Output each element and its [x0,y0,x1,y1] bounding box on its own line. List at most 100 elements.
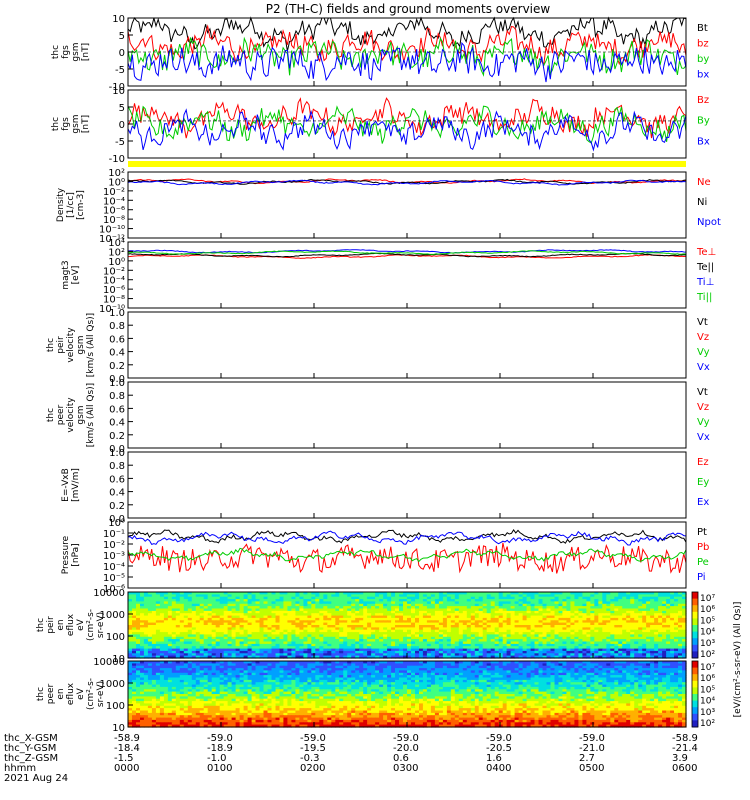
spectrogram-cell [287,622,292,626]
spectrogram-cell [403,601,408,605]
spectrogram-cell [666,606,671,610]
spectrogram-cell [606,627,611,631]
spectrogram-cell [211,636,217,640]
spectrogram-cell [327,603,332,607]
spectrogram-cell [542,632,548,636]
spectrogram-cell [379,596,384,600]
spectrogram-cell [586,599,591,603]
spectrogram-cell [323,663,328,667]
spectrogram-cell [658,661,663,664]
spectrogram-cell [662,608,667,612]
spectrogram-cell [650,625,655,628]
spectrogram-cell [311,625,316,628]
spectrogram-cell [271,653,277,657]
spectrogram-cell [454,661,460,664]
spectrogram-cell [239,672,245,676]
spectrogram-cell [498,648,504,652]
spectrogram-cell [183,643,189,647]
spectrogram-cell [438,643,444,647]
spectrogram-cell [323,615,328,619]
spectrogram-cell [303,625,308,628]
spectrogram-cell [538,634,544,638]
spectrogram-cell [263,639,269,643]
spectrogram-cell [327,648,332,652]
spectrogram-cell [538,610,544,614]
spectrogram-cell [219,665,225,669]
spectrogram-cell [387,650,392,654]
spectrogram-cell [331,608,336,612]
spectrogram-cell [426,629,432,633]
spectrogram-cell [566,648,571,652]
spectrogram-cell [454,653,460,657]
spectrogram-cell [136,606,141,610]
spectrogram-cell [594,594,599,598]
spectrogram-cell [454,603,460,607]
spectrogram-cell [574,665,579,669]
spectrogram-cell [271,670,277,674]
spectrogram-cell [622,610,627,614]
spectrogram-cell [219,592,225,595]
spectrogram-cell [327,608,332,612]
spectrogram-cell [303,653,308,657]
spectrogram-cell [466,594,472,598]
spectrogram-cell [239,606,245,610]
spectrogram-cell [311,634,316,638]
spectrogram-cell [315,617,320,621]
spectrogram-cell [223,603,229,607]
spectrogram-cell [283,592,288,595]
spectrogram-cell [315,653,320,657]
spectrogram-cell [195,606,201,610]
spectrogram-cell [383,594,388,598]
colorbar-segment [692,595,698,600]
spectrogram-cell [159,599,165,603]
spectrogram-cell [554,632,560,636]
spectrogram-cell [259,594,265,598]
legend-bx: Bx [697,136,710,147]
y-tick-label: 10⁻⁶ [103,285,125,296]
spectrogram-cell [598,641,603,645]
legend-bt: Bt [697,23,708,34]
spectrogram-cell [363,599,368,603]
spectrogram-cell [662,670,667,674]
spectrogram-cell [446,622,452,626]
spectrogram-cell [307,617,312,621]
spectrogram-cell [279,655,285,659]
spectrogram-cell [634,617,639,621]
spectrogram-cell [203,653,209,657]
spectrogram-cell [490,622,496,626]
spectrogram-cell [570,641,575,645]
spectrogram-cell [279,639,285,643]
spectrogram-cell [478,615,484,619]
spectrogram-cell [594,639,599,643]
spectrogram-cell [231,643,237,647]
spectrogram-cell [546,613,552,617]
spectrogram-cell [311,663,316,667]
y-label-line: magt3 [61,260,71,289]
spectrogram-cell [163,663,169,667]
spectrogram-cell [522,603,528,607]
spectrogram-cell [295,670,300,674]
spectrogram-cell [574,627,579,631]
spectrogram-cell [498,668,504,672]
spectrogram-cell [132,653,137,657]
spectrogram-cell [259,661,265,664]
spectrogram-cell [263,665,269,669]
spectrogram-cell [526,643,532,647]
spectrogram-cell [550,632,556,636]
y-tick-label: -5 [115,65,125,76]
spectrogram-cell [642,668,647,672]
spectrogram-cell [546,670,552,674]
spectrogram-cell [634,636,639,640]
spectrogram-cell [203,625,209,628]
spectrogram-cell [375,627,380,631]
spectrogram-cell [307,668,312,672]
y-axis-label: thc peir en eflux eV (cm²-s-sr-eV) [36,609,106,641]
spectrogram-cell [307,653,312,657]
spectrogram-cell [147,661,153,664]
spectrogram-cell [231,655,237,659]
spectrogram-cell [351,636,356,640]
spectrogram-cell [534,625,540,628]
spectrogram-cell [434,634,440,638]
spectrogram-cell [267,620,273,624]
